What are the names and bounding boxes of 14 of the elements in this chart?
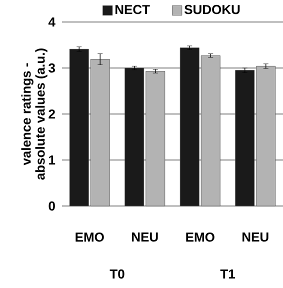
x-tick-label: EMO <box>186 232 214 242</box>
y-tick-label: 3 <box>48 63 55 73</box>
x-tick-label: EMO <box>76 232 104 242</box>
y-tick-label: 4 <box>48 18 56 26</box>
legend-label: NECT <box>116 4 150 14</box>
y-tick-label: 1 <box>49 156 56 164</box>
x-tick-label: NEU <box>242 232 268 242</box>
y-axis-title: valence ratings - absolute values (a.u.) <box>21 48 48 180</box>
x-tick-label: NEU <box>132 232 158 242</box>
text: T0 <box>110 269 124 279</box>
y-tick-label: 0 <box>48 201 55 211</box>
y-tick-label: 2 <box>48 109 55 119</box>
legend-label: SUDOKU <box>184 4 240 14</box>
text: T1 <box>220 270 235 278</box>
